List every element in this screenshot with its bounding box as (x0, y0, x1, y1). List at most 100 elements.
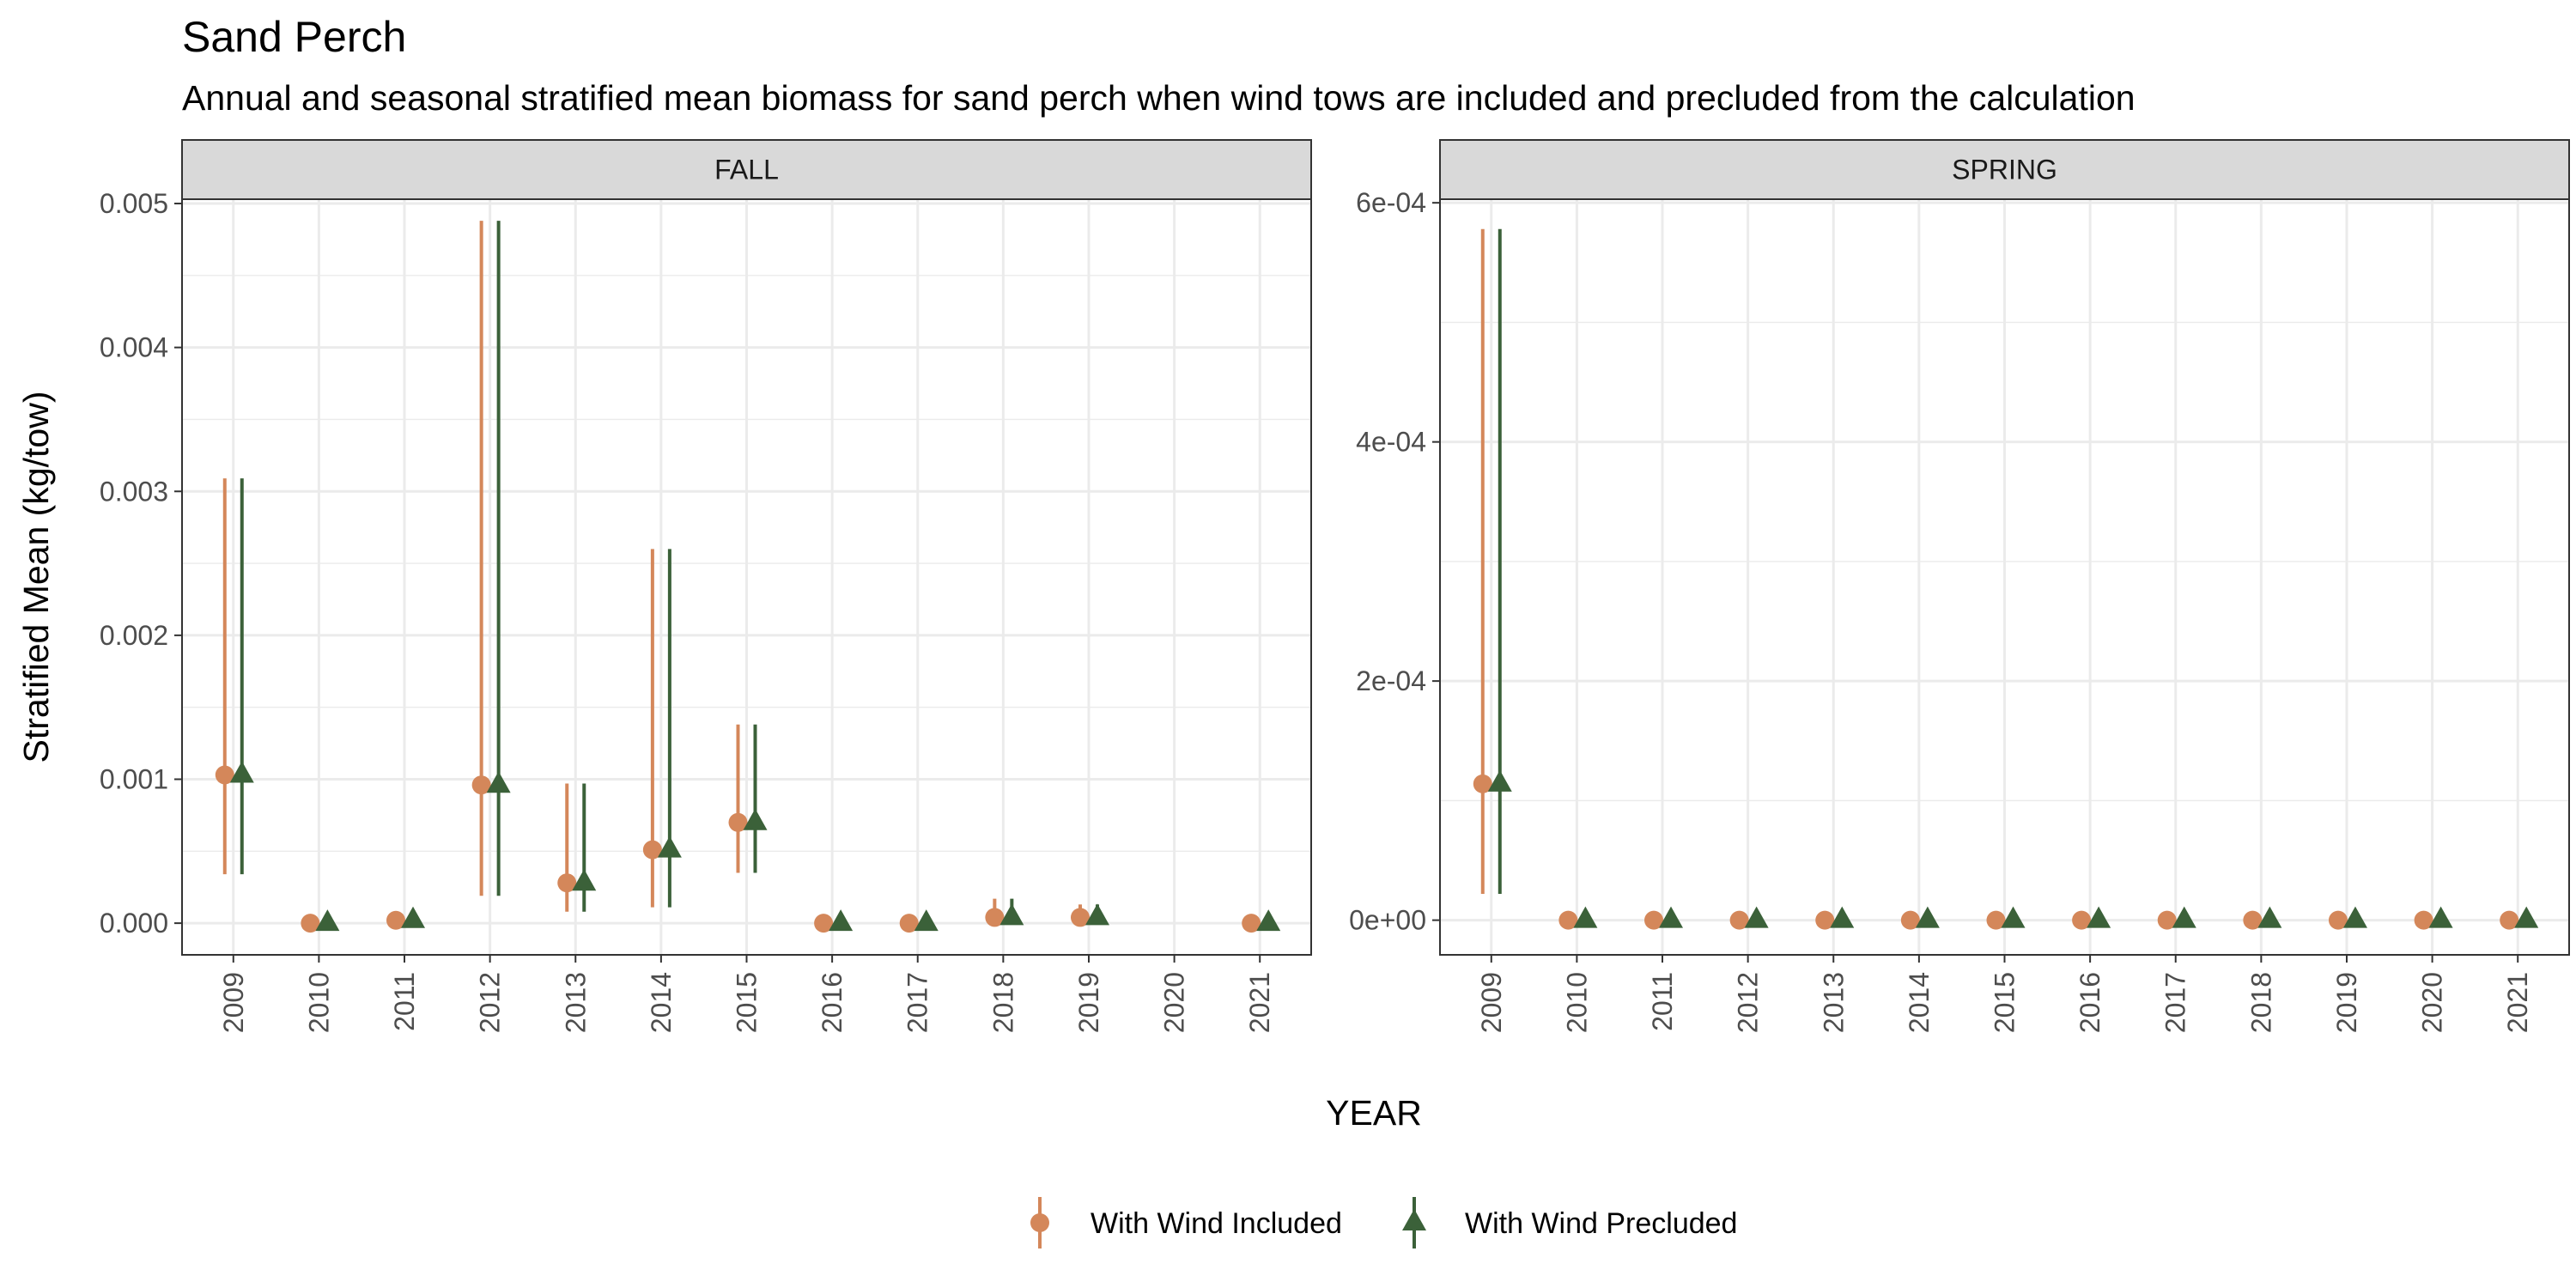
panel-border (181, 198, 1312, 956)
y-tick-label: 0.000 (100, 908, 168, 939)
x-tick-label: 2019 (2331, 972, 2362, 1033)
data-point-triangle (572, 869, 597, 891)
facet-panels: FALL 0.000 0.001 0.002 0.003 0.004 0.005 2009 20… (100, 139, 2570, 1033)
data-point-triangle (2172, 906, 2196, 928)
x-tick-label: 2018 (987, 972, 1018, 1033)
y-tick-label: 0e+00 (1349, 905, 1426, 936)
data-point-triangle (1084, 903, 1109, 926)
x-tick-label: 2016 (2075, 972, 2105, 1033)
data-point-circle (1473, 774, 1492, 793)
data-point-circle (2157, 910, 2177, 930)
x-tick-label: 2014 (646, 972, 677, 1033)
series-wind-precluded (229, 221, 1281, 932)
data-point-circle (557, 873, 577, 893)
data-point-triangle (401, 906, 426, 928)
x-tick-label: 2019 (1073, 972, 1104, 1033)
data-point-triangle (2428, 906, 2453, 928)
legend-key-circle (1030, 1213, 1049, 1232)
legend: With Wind Included With Wind Precluded (1030, 1197, 1737, 1249)
data-point-triangle (315, 909, 340, 932)
data-point-triangle (1256, 909, 1281, 932)
x-tick-label: 2012 (475, 972, 506, 1033)
x-tick-label: 2021 (2502, 972, 2533, 1033)
y-tick-label: 0.003 (100, 476, 168, 507)
data-point-circle (728, 812, 748, 832)
x-tick-label: 2017 (2160, 972, 2191, 1033)
x-tick-label: 2018 (2245, 972, 2276, 1033)
x-tick-label: 2010 (1561, 972, 1592, 1033)
data-point-circle (1815, 910, 1835, 930)
chart-subtitle: Annual and seasonal stratified mean biom… (182, 78, 2136, 118)
data-point-triangle (229, 761, 254, 783)
data-point-triangle (1830, 906, 1855, 928)
x-tick-label: 2012 (1733, 972, 1764, 1033)
data-point-triangle (914, 909, 939, 932)
data-point-circle (471, 775, 491, 795)
x-tick-label: 2011 (389, 972, 420, 1031)
facet-strip (181, 139, 1312, 200)
series-wind-precluded (1487, 228, 2539, 928)
y-tick-label: 0.001 (100, 764, 168, 795)
x-tick-label: 2016 (817, 972, 848, 1033)
data-point-circle (1900, 910, 1920, 930)
legend-label: With Wind Included (1091, 1207, 1342, 1240)
legend-key-wind-included (1030, 1197, 1049, 1249)
data-point-circle (386, 910, 406, 930)
legend-label: With Wind Precluded (1465, 1207, 1737, 1240)
x-tick-label: 2009 (218, 972, 249, 1033)
x-tick-label: 2015 (1990, 972, 2020, 1033)
data-point-circle (899, 914, 919, 933)
data-point-triangle (1487, 769, 1512, 792)
data-point-circle (2328, 910, 2348, 930)
x-tick-label: 2009 (1476, 972, 1507, 1033)
data-point-circle (301, 914, 320, 933)
data-point-triangle (2257, 906, 2282, 928)
data-point-circle (1070, 908, 1090, 927)
data-point-circle (642, 840, 662, 860)
series-wind-included (1473, 228, 2519, 930)
y-tick-label: 0.004 (100, 332, 168, 363)
panel-border (1439, 198, 2570, 956)
data-point-triangle (486, 771, 511, 793)
data-point-circle (1644, 910, 1664, 930)
data-point-circle (2243, 910, 2263, 930)
x-tick-label: 2020 (1159, 972, 1190, 1033)
x-tick-label: 2021 (1244, 972, 1275, 1033)
data-point-circle (985, 908, 1005, 927)
y-axis-title: Stratified Mean (kg/tow) (16, 392, 56, 763)
y-tick-label: 6e-04 (1356, 187, 1426, 218)
x-tick-label: 2013 (560, 972, 591, 1033)
data-point-circle (814, 914, 834, 933)
x-tick-label: 2015 (732, 972, 762, 1033)
y-tick-label: 2e-04 (1356, 665, 1426, 696)
data-point-triangle (743, 808, 768, 830)
y-tick-label: 0.005 (100, 188, 168, 219)
data-point-triangle (1915, 906, 1940, 928)
data-point-circle (215, 765, 234, 785)
data-point-triangle (2514, 906, 2539, 928)
data-point-triangle (2001, 906, 2026, 928)
x-tick-label: 2013 (1818, 972, 1849, 1033)
x-tick-label: 2014 (1904, 972, 1935, 1033)
panel-spring: SPRING 0e+00 2e-04 4e-04 6e-04 2009 2010 2011 20… (1349, 139, 2570, 1033)
data-point-circle (2414, 910, 2433, 930)
data-point-circle (2072, 910, 2092, 930)
facet-strip-label: SPRING (1952, 155, 2057, 185)
data-point-circle (1729, 910, 1749, 930)
data-point-triangle (657, 835, 682, 858)
facet-strip (1439, 139, 2570, 200)
series-wind-included (215, 221, 1261, 933)
y-tick-label: 0.002 (100, 620, 168, 651)
data-point-triangle (2342, 906, 2367, 928)
data-point-triangle (999, 903, 1024, 926)
data-point-triangle (2087, 906, 2111, 928)
data-point-circle (1558, 910, 1578, 930)
x-axis-title: YEAR (1326, 1093, 1422, 1133)
data-point-triangle (1659, 906, 1684, 928)
panel-fall: FALL 0.000 0.001 0.002 0.003 0.004 0.005 2009 20… (100, 139, 1312, 1033)
chart-title: Sand Perch (182, 13, 406, 61)
data-point-triangle (1744, 906, 1769, 928)
legend-key-triangle (1402, 1209, 1426, 1230)
x-tick-label: 2020 (2417, 972, 2448, 1033)
